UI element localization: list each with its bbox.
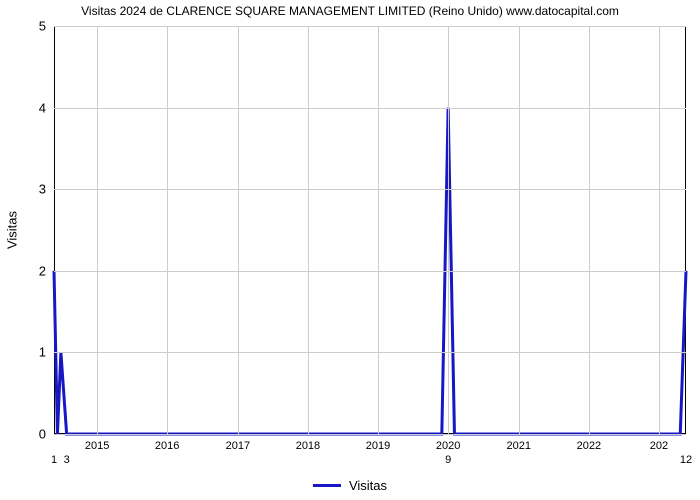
grid-line-h [54,26,686,27]
y-tick-label: 5 [39,19,46,34]
grid-line-v [378,26,379,434]
x-data-index-label: 3 [64,454,70,466]
grid-line-v [659,26,660,434]
y-tick-label: 2 [39,263,46,278]
chart-container: Visitas 2024 de CLARENCE SQUARE MANAGEME… [0,0,700,500]
x-data-index-label: 1 [51,454,57,466]
grid-line-h [54,189,686,190]
legend-label: Visitas [349,478,387,493]
grid-line-v [589,26,590,434]
legend-swatch [313,484,341,487]
grid-line-v [238,26,239,434]
grid-line-h [54,271,686,272]
grid-line-v [448,26,449,434]
x-tick-label: 2017 [226,440,250,452]
x-data-index-label: 9 [445,454,451,466]
x-tick-label: 2015 [85,440,109,452]
y-tick-label: 4 [39,100,46,115]
line-series [54,26,686,434]
grid-line-h [54,108,686,109]
grid-line-v [519,26,520,434]
x-tick-label: 202 [650,440,668,452]
grid-line-v [97,26,98,434]
x-tick-label: 2018 [296,440,320,452]
grid-line-v [167,26,168,434]
x-tick-label: 2020 [436,440,460,452]
grid-line-v [308,26,309,434]
x-data-index-label: 12 [680,454,692,466]
chart-title: Visitas 2024 de CLARENCE SQUARE MANAGEME… [0,4,700,18]
y-axis-label: Visitas [5,211,20,249]
grid-line-h [54,434,686,435]
y-tick-label: 1 [39,345,46,360]
grid-line-h [54,352,686,353]
x-tick-label: 2016 [155,440,179,452]
y-tick-label: 0 [39,427,46,442]
legend: Visitas [313,478,387,493]
y-tick-label: 3 [39,182,46,197]
x-tick-label: 2022 [577,440,601,452]
plot-area: Visitas 01234520152016201720182019202020… [54,26,686,434]
x-tick-label: 2019 [366,440,390,452]
x-tick-label: 2021 [507,440,531,452]
